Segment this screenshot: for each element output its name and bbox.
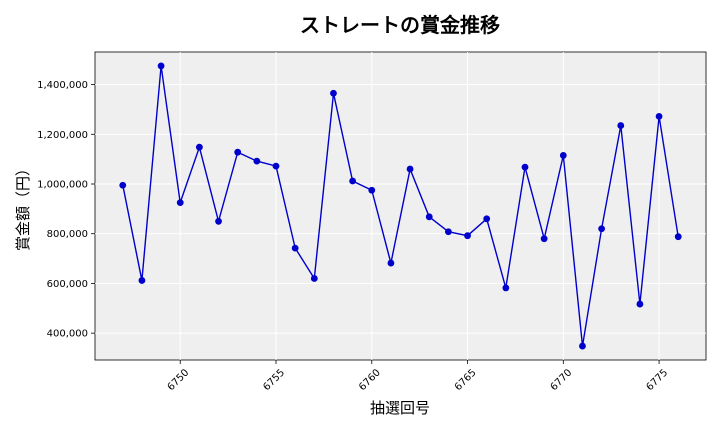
data-point	[579, 342, 586, 350]
data-point	[598, 225, 606, 233]
data-point	[406, 165, 414, 173]
data-point	[310, 275, 318, 282]
data-point	[655, 112, 663, 120]
data-point	[330, 89, 337, 97]
data-point	[521, 163, 529, 171]
data-point	[674, 233, 682, 241]
data-point	[636, 300, 644, 308]
series-layer	[119, 62, 682, 350]
data-point	[176, 199, 184, 207]
data-point	[502, 284, 510, 292]
data-point	[195, 143, 203, 151]
data-point	[559, 152, 567, 159]
y-tick-label: 1,000,000	[37, 180, 88, 191]
y-tick-label: 1,200,000	[37, 130, 88, 141]
data-point	[464, 232, 471, 240]
y-tick-label: 600,000	[47, 279, 88, 290]
data-point	[483, 215, 491, 223]
y-axis-ticks: 400,000 600,000 800,000 1,000,000 1,200,000 1…	[37, 80, 95, 340]
data-point	[540, 235, 548, 243]
x-tick-label: 6765	[453, 367, 479, 393]
x-axis-label: 抽選回号	[370, 399, 430, 417]
data-point	[444, 228, 452, 236]
data-point	[425, 213, 433, 221]
data-point	[349, 177, 357, 185]
data-point	[387, 259, 395, 267]
x-tick-label: 6750	[166, 367, 192, 393]
x-tick-label: 6760	[357, 367, 383, 393]
x-tick-label: 6775	[644, 367, 670, 393]
y-tick-label: 1,400,000	[37, 80, 88, 91]
series-line	[122, 65, 679, 347]
x-axis-ticks: 6750 6755 6760 6765 6770 6775	[166, 360, 670, 393]
y-tick-label: 800,000	[47, 229, 88, 240]
data-point	[215, 217, 222, 225]
data-point	[368, 186, 376, 194]
data-point	[272, 162, 280, 170]
x-tick-label: 6755	[261, 367, 287, 393]
data-point	[291, 244, 299, 252]
grid-lines	[95, 52, 706, 360]
data-point	[253, 157, 261, 165]
data-point	[119, 181, 127, 189]
chart-title: ストレートの賞金推移	[300, 13, 500, 37]
data-point	[617, 122, 625, 129]
x-tick-label: 6770	[549, 367, 575, 393]
data-point	[157, 62, 165, 70]
plot-area	[94, 51, 707, 361]
data-point	[234, 148, 242, 156]
data-point	[138, 277, 146, 284]
y-axis-label: 賞金額（円）	[14, 161, 32, 251]
y-tick-label: 400,000	[47, 329, 88, 340]
